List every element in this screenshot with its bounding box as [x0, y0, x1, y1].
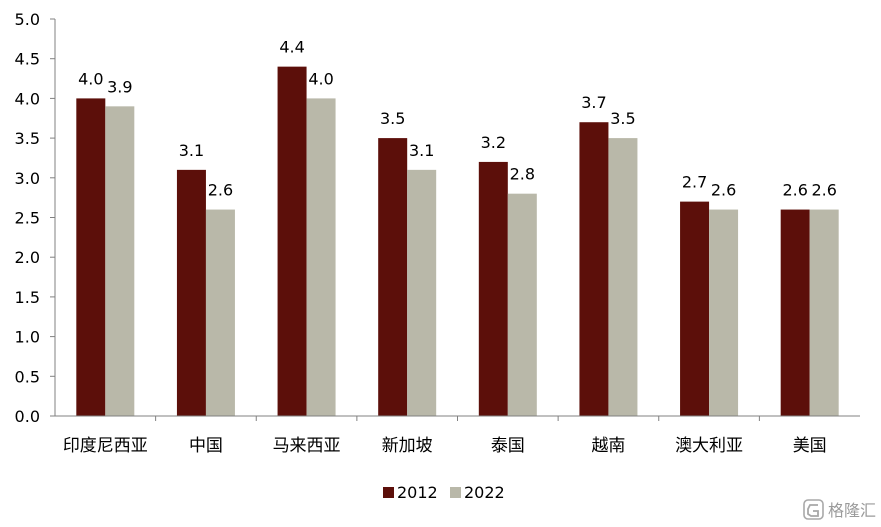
- value-label: 3.1: [179, 141, 204, 160]
- x-category-label: 泰国: [491, 436, 525, 456]
- bar-2022-2: [306, 98, 336, 417]
- y-tick-label: 2.5: [15, 209, 40, 228]
- watermark: 格隆汇: [803, 499, 876, 520]
- bar-2012-0: [76, 98, 106, 417]
- legend-swatch-2022: [450, 487, 461, 498]
- bar-2012-1: [176, 169, 206, 416]
- bar-2012-7: [780, 209, 810, 416]
- y-tick-label: 0.0: [15, 407, 40, 426]
- x-category-label: 澳大利亚: [675, 436, 743, 456]
- value-label: 3.5: [380, 109, 405, 128]
- y-tick-label: 1.5: [15, 288, 40, 307]
- value-label: 2.8: [510, 165, 535, 184]
- bars: [76, 66, 839, 417]
- legend: 2012 2022: [383, 483, 505, 502]
- legend-swatch-2012: [383, 487, 394, 498]
- bar-2022-7: [809, 209, 839, 416]
- value-label: 3.2: [481, 133, 506, 152]
- y-tick-label: 1.0: [15, 328, 40, 347]
- bar-2022-5: [608, 138, 638, 416]
- value-label: 3.5: [610, 109, 635, 128]
- bar-2022-0: [105, 106, 135, 416]
- y-tick-label: 4.0: [15, 89, 40, 108]
- value-label: 2.6: [782, 181, 807, 200]
- bar-2012-4: [478, 161, 508, 416]
- x-category-label: 印度尼西亚: [63, 436, 148, 456]
- y-tick-label: 5.0: [15, 10, 40, 29]
- x-category-label: 越南: [591, 436, 625, 456]
- y-tick-label: 0.5: [15, 367, 40, 386]
- value-label: 3.1: [409, 141, 434, 160]
- value-label: 3.9: [107, 77, 132, 96]
- legend-label-2012: 2012: [397, 483, 438, 502]
- watermark-text: 格隆汇: [828, 501, 876, 520]
- y-axis-ticks: 0.0 0.5 1.0 1.5 2.0 2.5 3.0 3.5 4.0 4.5 5.0: [15, 10, 55, 426]
- bar-2012-5: [579, 122, 609, 416]
- bar-2012-2: [277, 66, 307, 416]
- bar-2012-3: [378, 138, 408, 416]
- bar-2022-6: [709, 209, 739, 416]
- x-category-label: 中国: [189, 436, 223, 456]
- y-tick-label: 4.5: [15, 50, 40, 69]
- gezhi-logo-icon: [803, 499, 824, 520]
- legend-label-2022: 2022: [464, 483, 505, 502]
- value-label: 2.6: [711, 181, 736, 200]
- bar-2022-4: [507, 193, 537, 416]
- y-tick-label: 3.5: [15, 129, 40, 148]
- value-label: 4.0: [78, 69, 103, 88]
- y-tick-label: 3.0: [15, 169, 40, 188]
- bar-2022-1: [205, 209, 235, 416]
- bar-2012-6: [680, 201, 710, 416]
- bar-2022-3: [407, 169, 437, 416]
- value-label: 2.6: [811, 181, 836, 200]
- y-tick-label: 2.0: [15, 248, 40, 267]
- value-label: 2.7: [682, 173, 707, 192]
- value-label: 3.7: [581, 93, 606, 112]
- value-label: 4.0: [308, 69, 333, 88]
- value-label: 2.6: [208, 181, 233, 200]
- x-category-label: 新加坡: [382, 436, 433, 456]
- x-category-label: 美国: [793, 436, 827, 456]
- value-label: 4.4: [279, 38, 304, 57]
- value-labels: 4.0 3.93.12.64.44.03.53.1 3.22.83.73.52.7 2…: [78, 38, 837, 200]
- x-axis-labels: 印度尼西亚 中国 马来西亚 新加坡 泰国 越南 澳大利亚 美国: [63, 416, 827, 456]
- x-category-label: 马来西亚: [273, 436, 341, 456]
